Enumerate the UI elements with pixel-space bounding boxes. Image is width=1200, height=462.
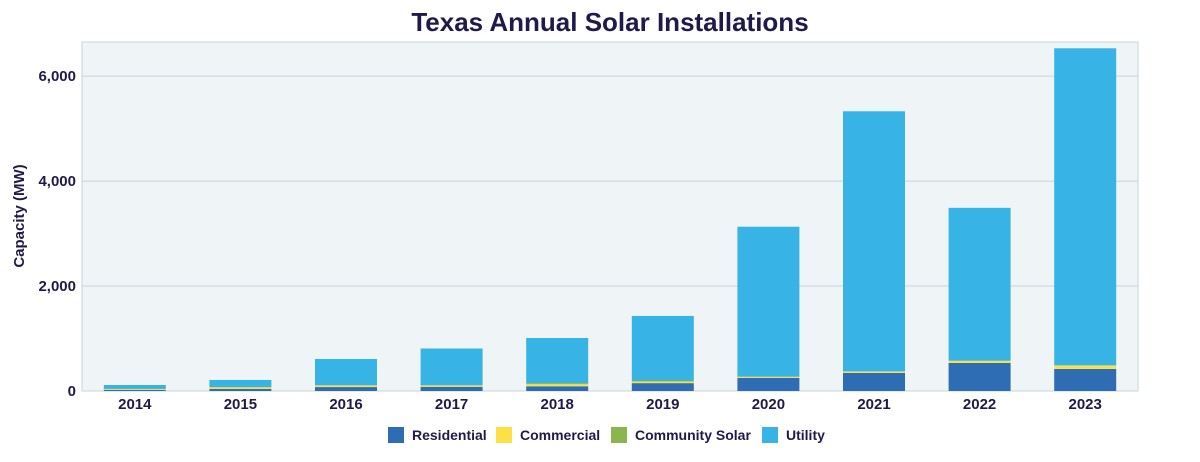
bar-community-solar-2019 (631, 380, 694, 382)
x-tick-label: 2015 (224, 396, 257, 413)
x-tick-label: 2014 (118, 396, 152, 413)
bar-residential-2015 (209, 388, 272, 391)
x-tick-label: 2016 (329, 396, 362, 413)
legend-swatch (762, 427, 778, 443)
bar-community-solar-2018 (526, 383, 589, 385)
x-tick-label: 2023 (1069, 396, 1102, 413)
x-tick-label: 2017 (435, 396, 468, 413)
x-tick-label: 2020 (752, 396, 785, 413)
bar-commercial-2018 (526, 384, 589, 387)
legend-label: Utility (786, 427, 825, 443)
bar-residential-2021 (843, 372, 905, 391)
bar-residential-2016 (315, 387, 377, 391)
bar-residential-2019 (631, 383, 694, 391)
bar-commercial-2020 (737, 376, 800, 378)
bar-commercial-2019 (631, 381, 694, 384)
legend-swatch (611, 427, 627, 443)
bar-utility-2023 (1054, 48, 1117, 366)
bar-utility-2016 (315, 358, 377, 386)
bar-utility-2018 (526, 337, 589, 384)
bar-commercial-2017 (420, 385, 483, 387)
bar-residential-2022 (948, 362, 1011, 391)
bar-residential-2023 (1054, 368, 1117, 391)
bar-commercial-2014 (103, 389, 166, 390)
bar-residential-2018 (526, 386, 589, 391)
bar-utility-2021 (843, 111, 905, 372)
y-tick-label: 4,000 (38, 173, 76, 190)
chart-title: Texas Annual Solar Installations (411, 7, 808, 37)
legend-swatch (388, 427, 404, 443)
bar-utility-2019 (631, 315, 694, 381)
bar-residential-2020 (737, 377, 800, 391)
y-axis-label: Capacity (MW) (11, 164, 28, 267)
x-tick-label: 2019 (646, 396, 679, 413)
bar-commercial-2016 (315, 385, 377, 388)
legend-swatch (496, 427, 512, 443)
x-tick-label: 2021 (857, 396, 890, 413)
y-tick-label: 6,000 (38, 68, 76, 85)
legend-label: Community Solar (635, 427, 751, 443)
bar-utility-2017 (420, 348, 483, 386)
legend-label: Commercial (520, 427, 600, 443)
bar-commercial-2015 (209, 387, 272, 389)
bar-residential-2014 (103, 389, 166, 391)
bar-utility-2022 (948, 207, 1011, 361)
bar-commercial-2021 (843, 371, 905, 373)
bar-utility-2015 (209, 379, 272, 388)
y-tick-label: 0 (68, 383, 76, 400)
bar-commercial-2022 (948, 360, 1011, 363)
bar-utility-2014 (103, 384, 166, 389)
x-tick-label: 2018 (541, 396, 574, 413)
x-tick-label: 2022 (963, 396, 996, 413)
legend-label: Residential (412, 427, 487, 443)
y-tick-label: 2,000 (38, 278, 76, 295)
bar-utility-2020 (737, 226, 800, 377)
bar-residential-2017 (420, 386, 483, 391)
bar-commercial-2023 (1054, 365, 1117, 369)
